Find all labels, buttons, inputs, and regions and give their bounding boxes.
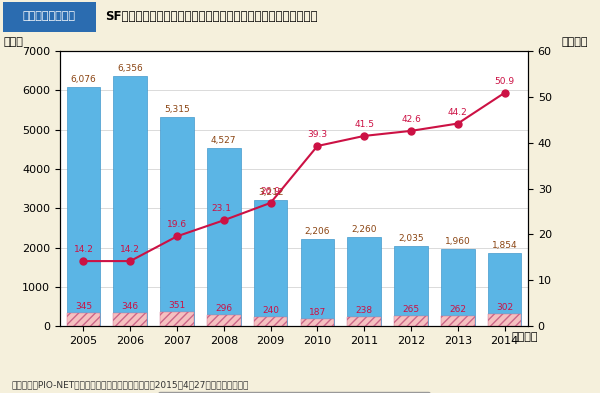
Text: 44.2: 44.2 (448, 108, 467, 117)
Bar (67, 87, 100, 326)
Text: 6,076: 6,076 (71, 75, 96, 84)
Text: 5,315: 5,315 (164, 105, 190, 114)
Text: 265: 265 (403, 305, 419, 314)
平均既支払額（右目盛） (127, 259, 134, 263)
Text: SF商法（催眠商法）に関する相談件数と支払済相談の平均支払額: SF商法（催眠商法）に関する相談件数と支払済相談の平均支払額 (105, 9, 317, 22)
Text: 1,854: 1,854 (492, 241, 517, 250)
Bar (113, 312, 147, 326)
Text: 14.2: 14.2 (73, 245, 94, 254)
Text: （年度）: （年度） (512, 332, 538, 342)
Text: 39.3: 39.3 (307, 130, 328, 139)
Bar (441, 316, 475, 326)
Text: 3,212: 3,212 (258, 188, 283, 197)
Text: 14.2: 14.2 (120, 245, 140, 254)
Bar (254, 200, 287, 326)
Bar (3, 2, 96, 32)
Text: 19.6: 19.6 (167, 220, 187, 230)
Bar (301, 319, 334, 326)
Text: 351: 351 (169, 301, 185, 310)
Text: 2,035: 2,035 (398, 234, 424, 243)
平均既支払額（右目盛） (80, 259, 87, 263)
平均既支払額（右目盛） (173, 234, 181, 239)
Bar (394, 316, 428, 326)
Bar (207, 314, 241, 326)
Bar (347, 237, 381, 326)
平均既支払額（右目盛） (361, 134, 368, 138)
Text: 41.5: 41.5 (354, 120, 374, 129)
Bar (207, 148, 241, 326)
Text: 26.9: 26.9 (260, 187, 281, 196)
Text: 23.1: 23.1 (211, 204, 232, 213)
Text: （件）: （件） (3, 37, 23, 47)
Text: 345: 345 (75, 302, 92, 310)
Bar (254, 317, 287, 326)
Text: 296: 296 (215, 303, 232, 312)
Text: 2,260: 2,260 (352, 225, 377, 234)
Text: （備考）　PIO-NETに登録された消費生活相談情報（2015年4月27日までの登録分）: （備考） PIO-NETに登録された消費生活相談情報（2015年4月27日までの… (12, 380, 250, 389)
Text: 346: 346 (122, 301, 139, 310)
平均既支払額（右目盛） (314, 143, 321, 148)
Bar (301, 239, 334, 326)
Bar (394, 246, 428, 326)
Bar (347, 317, 381, 326)
Bar (160, 117, 194, 326)
Text: 240: 240 (262, 306, 279, 315)
Text: 42.6: 42.6 (401, 115, 421, 124)
Text: 1,960: 1,960 (445, 237, 470, 246)
Bar (67, 313, 100, 326)
Text: 図表３－３－１５: 図表３－３－１５ (23, 11, 76, 21)
Bar (441, 249, 475, 326)
Bar (160, 312, 194, 326)
Text: 6,356: 6,356 (118, 64, 143, 73)
平均既支払額（右目盛） (501, 90, 508, 95)
平均既支払額（右目盛） (407, 129, 415, 133)
Bar (488, 314, 521, 326)
Legend: 総数, うち、次々販売あるいは過量販売, 平均既支払額（右目盛）: 総数, うち、次々販売あるいは過量販売, 平均既支払額（右目盛） (158, 392, 430, 393)
Text: 187: 187 (309, 308, 326, 317)
平均既支払額（右目盛） (454, 121, 461, 126)
Bar (113, 76, 147, 326)
Text: 238: 238 (356, 306, 373, 315)
Text: 4,527: 4,527 (211, 136, 236, 145)
Text: 262: 262 (449, 305, 466, 314)
平均既支払額（右目盛） (220, 218, 227, 222)
平均既支払額（右目盛） (267, 200, 274, 205)
Bar (488, 253, 521, 326)
Text: 2,206: 2,206 (305, 227, 330, 236)
Text: （万円）: （万円） (561, 37, 587, 47)
Text: 50.9: 50.9 (494, 77, 515, 86)
Line: 平均既支払額（右目盛）: 平均既支払額（右目盛） (80, 89, 508, 264)
Text: 302: 302 (496, 303, 513, 312)
